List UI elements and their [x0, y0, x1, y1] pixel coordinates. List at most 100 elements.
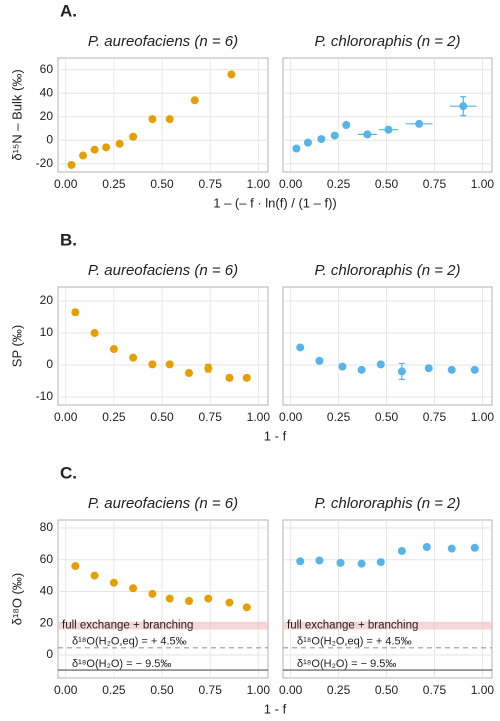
y-tick-label: 0 [46, 132, 53, 146]
reference-label: δ¹⁸O(H₂O,eq) = + 4.5‰ [297, 636, 412, 648]
y-tick-label: 10 [40, 325, 54, 339]
facet-title: P. aureofaciens (n = 6) [88, 33, 238, 50]
data-point [384, 125, 393, 134]
data-point [363, 130, 372, 139]
data-point [148, 115, 157, 124]
data-point [330, 131, 339, 140]
panel-label: B. [60, 230, 77, 249]
x-tick-label: 0.25 [102, 177, 126, 191]
x-tick-label: 1.00 [471, 683, 495, 697]
data-point [317, 135, 326, 144]
y-tick-label: 20 [40, 293, 54, 307]
data-point [71, 562, 80, 571]
x-tick-label: 1.00 [471, 177, 495, 191]
data-point [79, 151, 88, 160]
facet-title: P. chlororaphis (n = 2) [314, 33, 460, 50]
data-point [342, 120, 351, 129]
x-tick-label: 0.25 [327, 177, 351, 191]
y-tick-label: 40 [40, 85, 54, 99]
data-point [165, 360, 174, 369]
data-point [315, 556, 324, 565]
y-tick-label: -10 [36, 389, 54, 403]
reference-label: δ¹⁸O(H₂O,eq) = + 4.5‰ [72, 636, 187, 648]
y-tick-label: 60 [40, 62, 54, 76]
facet-title: P. chlororaphis (n = 2) [314, 495, 460, 512]
data-point [148, 360, 157, 369]
data-point [397, 546, 406, 555]
facet-title: P. aureofaciens (n = 6) [88, 495, 238, 512]
data-point [190, 96, 199, 105]
x-tick-label: 1.00 [247, 410, 271, 424]
data-point [303, 138, 312, 147]
x-tick-label: 0.25 [102, 683, 126, 697]
plot-background [282, 519, 493, 679]
data-point [470, 543, 479, 552]
data-point [204, 594, 213, 603]
data-point [67, 160, 76, 169]
y-tick-label: 0 [46, 357, 53, 371]
x-tick-label: 0.50 [150, 177, 174, 191]
data-point [165, 115, 174, 124]
band [58, 621, 268, 630]
data-point [336, 558, 345, 567]
x-tick-label: 0.50 [375, 410, 399, 424]
x-tick-label: 0.75 [423, 683, 447, 697]
x-tick-label: 0.00 [54, 683, 78, 697]
data-point [242, 373, 251, 382]
data-point [459, 102, 468, 111]
x-tick-label: 0.75 [199, 410, 223, 424]
data-point [397, 367, 406, 376]
x-tick-label: 1.00 [247, 683, 271, 697]
plot-background [57, 286, 269, 406]
x-tick-label: 0.50 [150, 410, 174, 424]
data-point [296, 343, 305, 352]
data-point [470, 365, 479, 374]
data-point [185, 369, 194, 378]
data-point [129, 584, 138, 593]
facet-title: P. chlororaphis (n = 2) [314, 262, 460, 279]
band-label: full exchange + branching [62, 620, 193, 632]
data-point [447, 544, 456, 553]
x-tick-label: 0.50 [150, 683, 174, 697]
x-tick-label: 1.00 [247, 177, 271, 191]
x-tick-label: 0.00 [279, 410, 303, 424]
data-point [115, 139, 124, 148]
data-point [185, 596, 194, 605]
data-point [90, 571, 99, 580]
data-point [225, 373, 234, 382]
data-point [102, 143, 111, 152]
y-axis-label: δ¹⁵N – Bulk (‰) [9, 69, 24, 160]
data-point [225, 598, 234, 607]
x-tick-label: 0.75 [199, 683, 223, 697]
data-point [90, 329, 99, 338]
x-tick-label: 0.25 [327, 683, 351, 697]
x-tick-label: 0.00 [54, 177, 78, 191]
data-point [376, 360, 385, 369]
band [283, 621, 492, 630]
data-point [109, 345, 118, 354]
data-point [424, 364, 433, 373]
plot-background [57, 57, 269, 173]
plot-background [282, 286, 493, 406]
plot-background [282, 57, 493, 173]
reference-label: δ¹⁸O(H₂O) = − 9.5‰ [297, 658, 396, 670]
data-point [90, 145, 99, 154]
data-point [129, 353, 138, 362]
data-point [422, 542, 431, 551]
y-axis-label: SP (‰) [9, 325, 24, 367]
y-tick-label: -20 [36, 156, 54, 170]
x-tick-label: 0.75 [199, 177, 223, 191]
x-tick-label: 0.00 [54, 410, 78, 424]
data-point [242, 603, 251, 612]
data-point [296, 557, 305, 566]
y-tick-label: 0 [46, 647, 53, 661]
data-point [338, 362, 347, 371]
data-point [357, 559, 366, 568]
x-tick-label: 0.25 [102, 410, 126, 424]
data-point [315, 356, 324, 365]
x-axis-label: 1 - f [264, 428, 287, 443]
panel-label: A. [60, 1, 77, 20]
data-point [165, 594, 174, 603]
data-point [227, 70, 236, 79]
